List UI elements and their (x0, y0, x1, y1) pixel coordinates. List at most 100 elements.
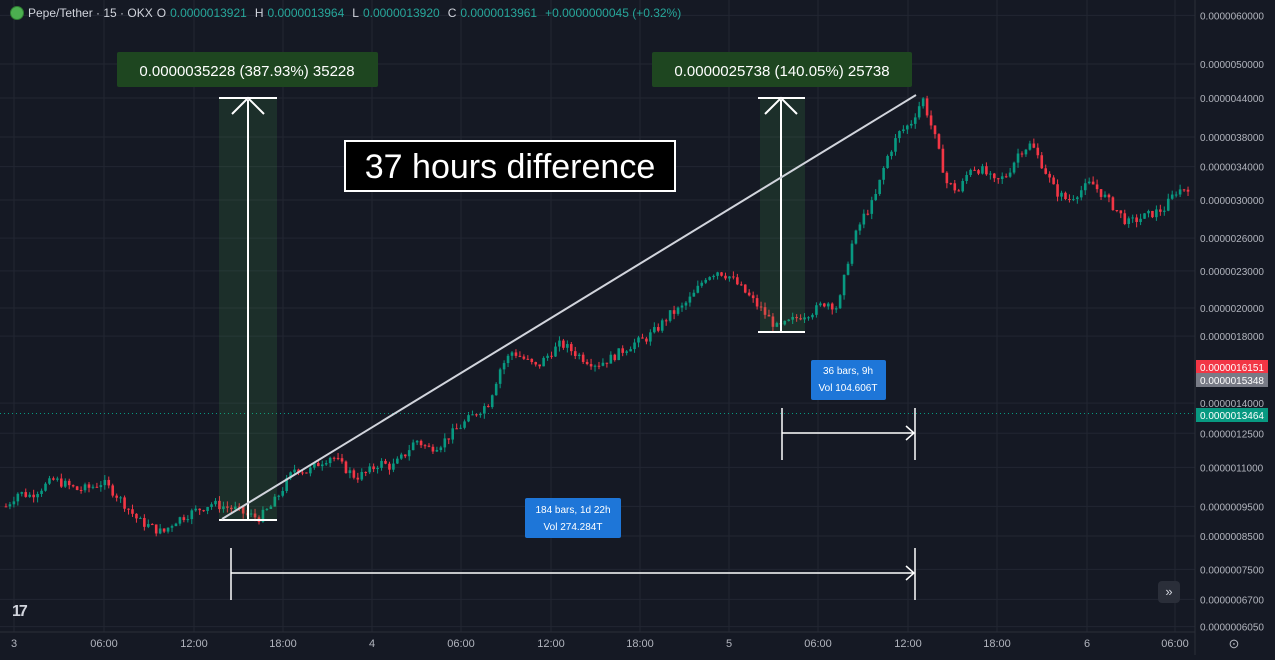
candle-body (522, 356, 526, 359)
candle-body (755, 298, 759, 307)
candle-body (660, 320, 664, 331)
long-range-arrowhead (905, 565, 916, 581)
candle-body (1028, 143, 1032, 150)
tradingview-logo-icon[interactable]: 17 (12, 603, 28, 620)
candle-body (981, 166, 984, 174)
candle-body (593, 365, 597, 367)
x-tick-label: 12:00 (537, 638, 565, 650)
candle-body (79, 489, 83, 491)
candle-body (668, 310, 672, 321)
candle-body (870, 200, 874, 214)
low-label: L (352, 6, 359, 20)
candle-body (289, 472, 292, 479)
candle-body (336, 457, 340, 459)
candle-body (71, 485, 75, 487)
candle-body (1099, 189, 1103, 197)
candle-body (906, 125, 909, 130)
candle-body (736, 277, 739, 285)
candle-body (60, 478, 63, 487)
candle-body (439, 447, 443, 451)
candle-body (253, 513, 257, 518)
settings-gear-icon[interactable]: ⊙ (1228, 636, 1240, 651)
candle-body (542, 357, 545, 367)
candle-body (1068, 199, 1071, 201)
candle-body (435, 450, 439, 452)
price-label-box (1196, 373, 1268, 387)
candle-body (886, 156, 889, 168)
price-label-box (1196, 408, 1268, 422)
candle-body (320, 464, 324, 467)
candle-body (1115, 210, 1119, 212)
candle-body (585, 361, 589, 365)
candle-body (759, 306, 763, 308)
y-tick-label: 0.0000044000 (1200, 94, 1264, 105)
range-right-label-box (652, 52, 912, 87)
candle-body (403, 454, 407, 457)
candle-body (1107, 194, 1111, 198)
candle-body (190, 510, 194, 520)
candle-body (1008, 172, 1012, 177)
candle-body (384, 460, 387, 464)
candle-body (198, 508, 201, 511)
candle-body (1044, 168, 1048, 174)
candle-body (645, 338, 648, 342)
candle-body (589, 364, 593, 367)
candle-body (716, 272, 719, 276)
candle-body (123, 497, 126, 509)
candle-body (20, 492, 24, 494)
candle-body (352, 470, 356, 478)
candle-body (866, 213, 870, 215)
candle-body (419, 440, 423, 446)
candle-body (241, 506, 245, 514)
candle-body (186, 519, 190, 521)
price-label-value: 0.0000013464 (1200, 411, 1264, 422)
y-tick-label: 0.0000020000 (1200, 304, 1264, 315)
candle-body (969, 169, 972, 176)
candle-body (83, 484, 87, 491)
price-label-value: 0.0000016151 (1200, 363, 1264, 374)
candle-body (570, 344, 573, 352)
candle-body (32, 494, 35, 498)
candle-body (878, 179, 881, 194)
candle-body (332, 457, 336, 459)
candle-body (269, 506, 273, 509)
candle-body (739, 284, 743, 286)
candle-body (526, 358, 530, 360)
candle-body (573, 351, 577, 357)
symbol-title[interactable]: Pepe/Tether · 15 · OKX (28, 6, 153, 20)
candle-body (273, 496, 277, 507)
candle-body (166, 527, 170, 532)
candle-body (1135, 217, 1138, 222)
candle-body (609, 354, 613, 364)
candle-body (728, 276, 731, 279)
price-axis[interactable]: 0.0000060000 0.0000050000 0.0000044000 0.00… (1196, 11, 1268, 634)
candle-body (518, 355, 522, 357)
candle-body (953, 183, 957, 191)
candle-body (1166, 198, 1170, 211)
y-tick-label: 0.0000007500 (1200, 565, 1264, 576)
candle-body (202, 510, 205, 512)
candle-body (475, 414, 478, 416)
time-axis[interactable]: 3 06:00 12:00 18:00 4 06:00 12:00 18:00 5 06:00 12… (11, 638, 1189, 650)
x-tick-label: 6 (1084, 638, 1090, 650)
candle-body (372, 466, 375, 470)
candle-body (1052, 177, 1055, 185)
candle-body (996, 178, 1000, 180)
short-range-bars: 36 bars, 9h (823, 366, 873, 377)
change-value: +0.0000000045 (+0.32%) (545, 6, 682, 20)
candle-body (486, 406, 490, 408)
candle-body (1103, 194, 1107, 197)
candle-body (1083, 183, 1087, 191)
candle-body (277, 495, 281, 497)
candle-body (75, 486, 79, 490)
scroll-to-realtime-button[interactable]: » (1158, 581, 1180, 603)
candle-body (787, 319, 791, 321)
candle-body (131, 509, 134, 514)
long-range-vol: Vol 274.284T (544, 522, 603, 533)
candle-body (12, 501, 16, 505)
candle-body (490, 395, 494, 408)
long-range-info-box (525, 498, 621, 538)
candle-body (182, 517, 186, 521)
